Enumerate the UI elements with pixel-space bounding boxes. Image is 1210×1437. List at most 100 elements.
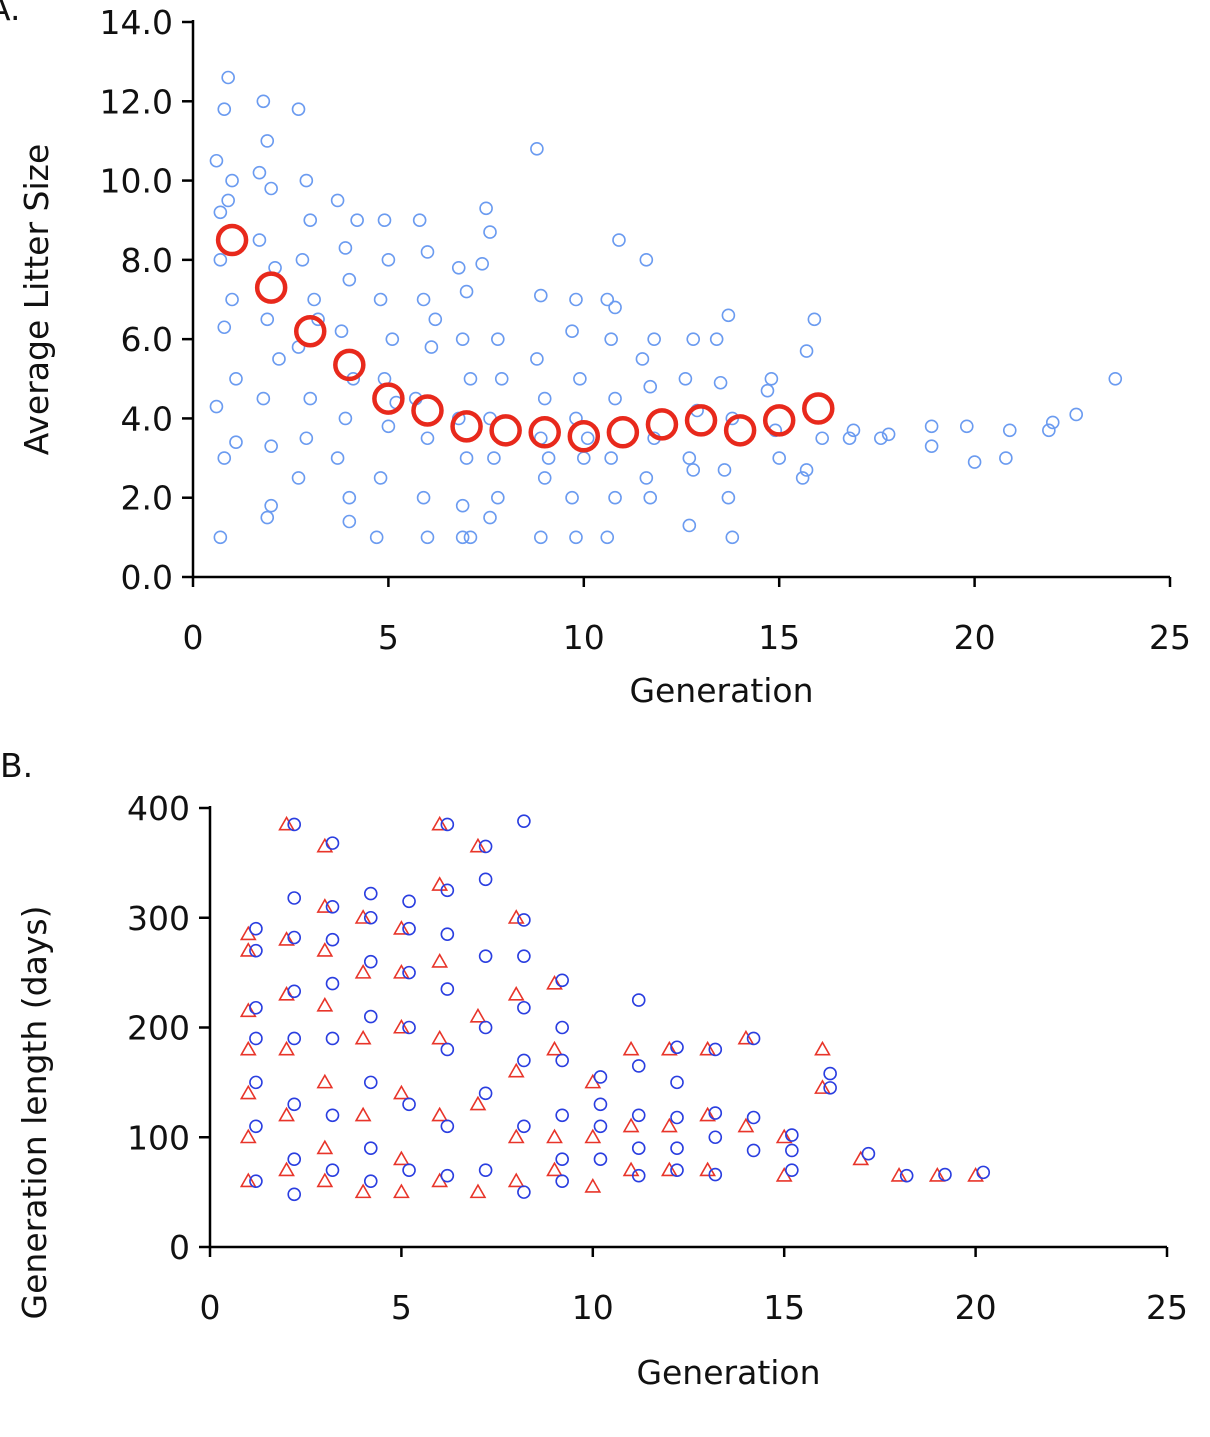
mean-point: [723, 414, 757, 447]
point: [938, 1167, 952, 1182]
point: [608, 300, 622, 315]
mean-point: [293, 314, 327, 348]
point: [999, 451, 1013, 465]
point: [260, 510, 275, 525]
point: [517, 1185, 531, 1199]
point: [420, 245, 435, 259]
triangle-point: [278, 985, 295, 1001]
point: [428, 312, 443, 327]
point: [530, 142, 544, 156]
y-axis-label: Generation length (days): [15, 906, 54, 1320]
point: [217, 320, 232, 335]
triangle-point: [507, 1172, 525, 1188]
point: [725, 530, 740, 545]
point: [373, 471, 388, 485]
triangle-point: [660, 1117, 678, 1133]
point: [330, 451, 345, 465]
point: [264, 439, 278, 453]
mean-point: [802, 392, 835, 425]
point: [342, 514, 357, 529]
point: [256, 94, 271, 109]
point: [478, 1086, 493, 1101]
x-tick-label: 10: [563, 618, 605, 657]
point: [440, 1168, 455, 1183]
triangle-point: [278, 815, 295, 831]
y-tick-label: 4.0: [121, 399, 173, 438]
point: [1042, 423, 1056, 438]
point: [799, 463, 814, 477]
point: [402, 1097, 416, 1112]
x-tick-label: 25: [1146, 1288, 1188, 1327]
triangle-point: [507, 985, 525, 1001]
point: [252, 233, 267, 247]
point: [478, 949, 493, 963]
triangle-point: [354, 964, 372, 979]
point: [708, 1106, 723, 1120]
x-axis-label: Generation: [629, 671, 813, 710]
triangle-point: [660, 1161, 678, 1177]
point: [213, 530, 228, 545]
triangle-point: [546, 1040, 563, 1056]
point: [924, 439, 939, 453]
point: [342, 272, 357, 287]
x-tick-label: 5: [391, 1288, 412, 1327]
triangle-point: [699, 1106, 717, 1122]
triangle-point: [622, 1161, 640, 1177]
mean-point: [567, 420, 601, 453]
point: [670, 1075, 684, 1090]
point: [451, 260, 466, 275]
point: [631, 1059, 646, 1073]
point: [593, 1119, 608, 1134]
triangle-point: [239, 1002, 257, 1018]
point: [402, 921, 416, 936]
point: [377, 213, 392, 228]
point: [363, 1009, 378, 1024]
point: [569, 530, 583, 545]
point: [517, 1000, 531, 1015]
triangle-point: [431, 1106, 449, 1122]
triangle-point: [316, 1139, 334, 1155]
point: [924, 419, 939, 434]
point: [713, 375, 728, 390]
point: [249, 1119, 263, 1134]
point: [385, 332, 400, 346]
point: [459, 451, 474, 465]
triangle-point: [354, 1106, 372, 1122]
y-tick-label: 12.0: [100, 82, 173, 121]
point: [670, 1110, 684, 1125]
mean-point: [762, 404, 796, 437]
point: [424, 340, 439, 354]
point: [517, 949, 531, 963]
point: [260, 312, 275, 327]
point: [402, 1163, 416, 1177]
point: [517, 913, 531, 927]
point: [334, 324, 349, 339]
point: [746, 1031, 761, 1046]
point: [412, 213, 427, 228]
triangle-point: [890, 1167, 908, 1182]
point: [612, 233, 626, 247]
point: [342, 490, 357, 505]
point: [764, 371, 779, 386]
point: [402, 1020, 416, 1035]
point: [363, 1174, 378, 1188]
point: [647, 332, 661, 346]
x-tick-label: 15: [758, 618, 800, 657]
triangle-point: [737, 1117, 755, 1133]
point: [440, 927, 455, 942]
point: [555, 1108, 569, 1123]
point: [291, 102, 306, 117]
point: [440, 1119, 455, 1134]
point: [670, 1141, 684, 1156]
x-axis-label: Generation: [636, 1353, 820, 1392]
triangle-point: [239, 1084, 257, 1100]
point: [249, 921, 263, 936]
point: [249, 1000, 263, 1015]
point: [631, 1168, 646, 1183]
point: [569, 292, 583, 307]
triangle-point: [507, 1062, 525, 1078]
point: [555, 1020, 569, 1035]
point: [976, 1165, 991, 1180]
triangle-point: [278, 931, 295, 946]
y-tick-label: 200: [127, 1009, 190, 1048]
